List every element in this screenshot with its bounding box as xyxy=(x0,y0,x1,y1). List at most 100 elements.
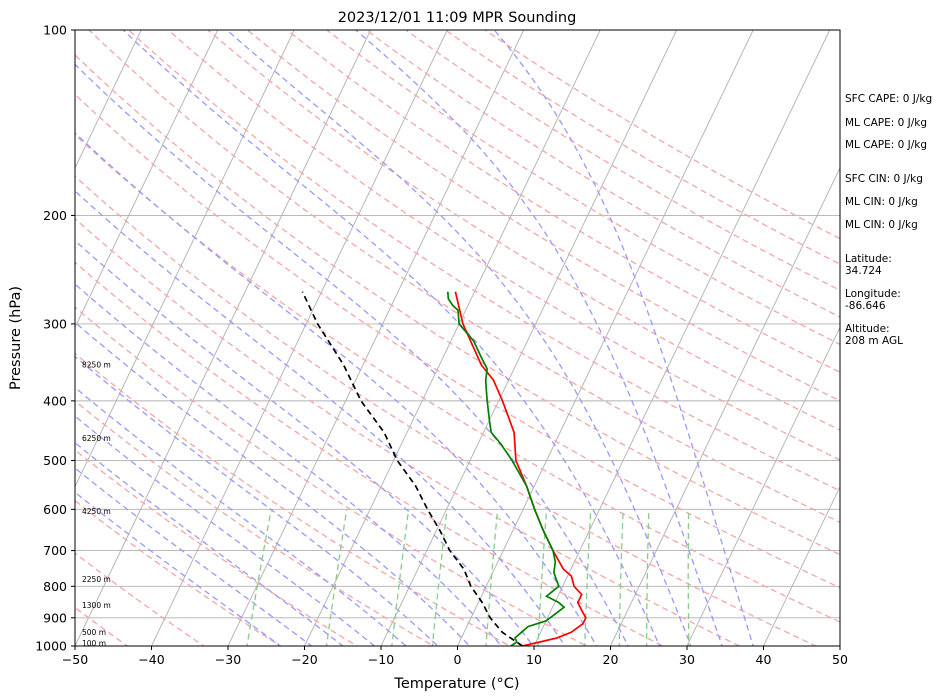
y-tick-label: 800 xyxy=(43,579,67,594)
x-tick-label: −10 xyxy=(368,652,394,667)
dry-adiabat-line xyxy=(206,30,840,431)
isotherm-line xyxy=(227,30,525,646)
dry-adiabat-line xyxy=(75,352,512,646)
y-tick-label: 600 xyxy=(43,502,67,517)
x-tick-label: 20 xyxy=(603,652,619,667)
x-tick-label: 50 xyxy=(832,652,848,667)
sounding-traces xyxy=(301,291,587,646)
height-label: 100 m xyxy=(82,639,106,648)
y-tick-label: 300 xyxy=(43,316,67,331)
isotherm-line xyxy=(533,30,831,646)
height-label: 500 m xyxy=(82,628,106,637)
temperature-trace xyxy=(454,291,587,646)
moist-adiabat-line xyxy=(226,30,692,646)
dry-adiabat-line xyxy=(325,30,840,346)
mixing-ratio-line xyxy=(485,509,499,646)
stat-sfc-cape: SFC CAPE: 0 J/kg xyxy=(845,93,932,105)
y-tick-label: 1000 xyxy=(35,639,67,654)
dry-adiabat-line xyxy=(75,606,129,646)
stats-panel: SFC CAPE: 0 J/kg ML CAPE: 0 J/kg ML CAPE… xyxy=(845,93,932,347)
x-tick-label: 40 xyxy=(756,652,772,667)
isotherm-line xyxy=(75,30,142,169)
y-axis-label: Pressure (hPa) xyxy=(8,286,24,390)
isotherm-line xyxy=(150,30,448,646)
moist-adiabat-line xyxy=(122,30,661,646)
parcel-trace xyxy=(301,291,523,646)
mixing-ratio-line xyxy=(618,509,624,646)
x-axis-ticks: −50 −40 −30 −20 −10 0 10 20 30 40 50 xyxy=(62,646,848,667)
latitude-label: Latitude: xyxy=(845,253,892,265)
y-tick-label: 400 xyxy=(43,393,67,408)
isotherm-line xyxy=(75,30,219,329)
altitude-label: Altitude: xyxy=(845,323,890,335)
mixing-ratio-line xyxy=(391,509,410,646)
moist-adiabat-line xyxy=(75,467,313,646)
dry-adiabat-line xyxy=(75,400,435,646)
mixing-ratio-line xyxy=(431,509,448,646)
dry-adiabat-line xyxy=(75,306,588,646)
dry-adiabat-line xyxy=(75,133,840,623)
y-tick-label: 700 xyxy=(43,543,67,558)
dry-adiabat-line xyxy=(75,93,840,589)
isotherm-line xyxy=(686,326,840,646)
moist-adiabat-line xyxy=(75,239,535,646)
isotherm-line xyxy=(75,30,295,488)
moist-adiabat-line xyxy=(75,386,407,646)
y-axis-ticks: 1000 900 800 700 600 500 400 300 200 100 xyxy=(35,23,75,654)
moist-adiabat-line xyxy=(75,491,282,646)
moist-adiabat-line xyxy=(75,355,439,646)
moist-adiabat-line xyxy=(75,132,598,646)
moist-adiabat-line xyxy=(75,321,471,646)
x-axis-label: Temperature (°C) xyxy=(393,676,519,692)
moist-adiabat-line xyxy=(493,30,754,646)
mixing-ratio-line xyxy=(645,509,650,646)
y-tick-label: 500 xyxy=(43,453,67,468)
height-label: 8250 m xyxy=(82,361,111,370)
stat-ml-cin-2: ML CIN: 0 J/kg xyxy=(845,219,918,231)
dry-adiabat-line xyxy=(88,30,840,523)
y-tick-label: 100 xyxy=(43,23,67,38)
x-tick-label: −30 xyxy=(215,652,241,667)
x-tick-label: 10 xyxy=(526,652,542,667)
mixing-ratio-line xyxy=(325,509,348,646)
y-tick-label: 900 xyxy=(43,610,67,625)
height-labels: 100 m 500 m 1300 m 2250 m 4250 m 6250 m 8250 m xyxy=(82,361,111,648)
stat-sfc-cin: SFC CIN: 0 J/kg xyxy=(845,173,923,185)
x-tick-label: −20 xyxy=(291,652,317,667)
longitude-value: -86.646 xyxy=(845,300,886,312)
longitude-label: Longitude: xyxy=(845,288,901,300)
dry-adiabat-line xyxy=(75,175,818,646)
stat-ml-cape-1: ML CAPE: 0 J/kg xyxy=(845,117,927,129)
dry-adiabat-line xyxy=(75,54,840,556)
moist-adiabat-line xyxy=(75,283,503,646)
dewpoint-trace xyxy=(446,291,566,646)
latitude-value: 34.724 xyxy=(845,265,882,277)
background-grid xyxy=(75,16,947,659)
dry-adiabat-line xyxy=(75,217,741,646)
x-tick-label: 0 xyxy=(454,652,462,667)
x-tick-label: −40 xyxy=(138,652,164,667)
height-label: 1300 m xyxy=(82,601,111,610)
moist-adiabat-line xyxy=(75,415,376,646)
isotherm-line xyxy=(762,485,840,646)
dry-adiabat-line xyxy=(75,261,665,646)
dry-adiabat-line xyxy=(75,499,282,646)
mixing-ratio-line xyxy=(246,509,272,646)
mixing-ratio-line xyxy=(584,509,592,646)
x-tick-label: 30 xyxy=(679,652,695,667)
x-tick-label: −50 xyxy=(62,652,88,667)
isotherm-line xyxy=(380,30,678,646)
chart-title: 2023/12/01 11:09 MPR Sounding xyxy=(338,10,577,26)
height-label: 2250 m xyxy=(82,575,111,584)
moist-adiabat-line xyxy=(75,441,344,646)
mixing-ratio-line xyxy=(687,509,690,646)
height-label: 4250 m xyxy=(82,507,111,516)
stat-ml-cin-1: ML CIN: 0 J/kg xyxy=(845,196,918,208)
dry-adiabat-line xyxy=(127,30,840,492)
mixing-ratio-line xyxy=(537,509,548,646)
altitude-value: 208 m AGL xyxy=(845,335,903,347)
moist-adiabat-line xyxy=(355,30,723,646)
isotherm-line xyxy=(609,166,840,646)
isotherm-line xyxy=(910,16,947,659)
